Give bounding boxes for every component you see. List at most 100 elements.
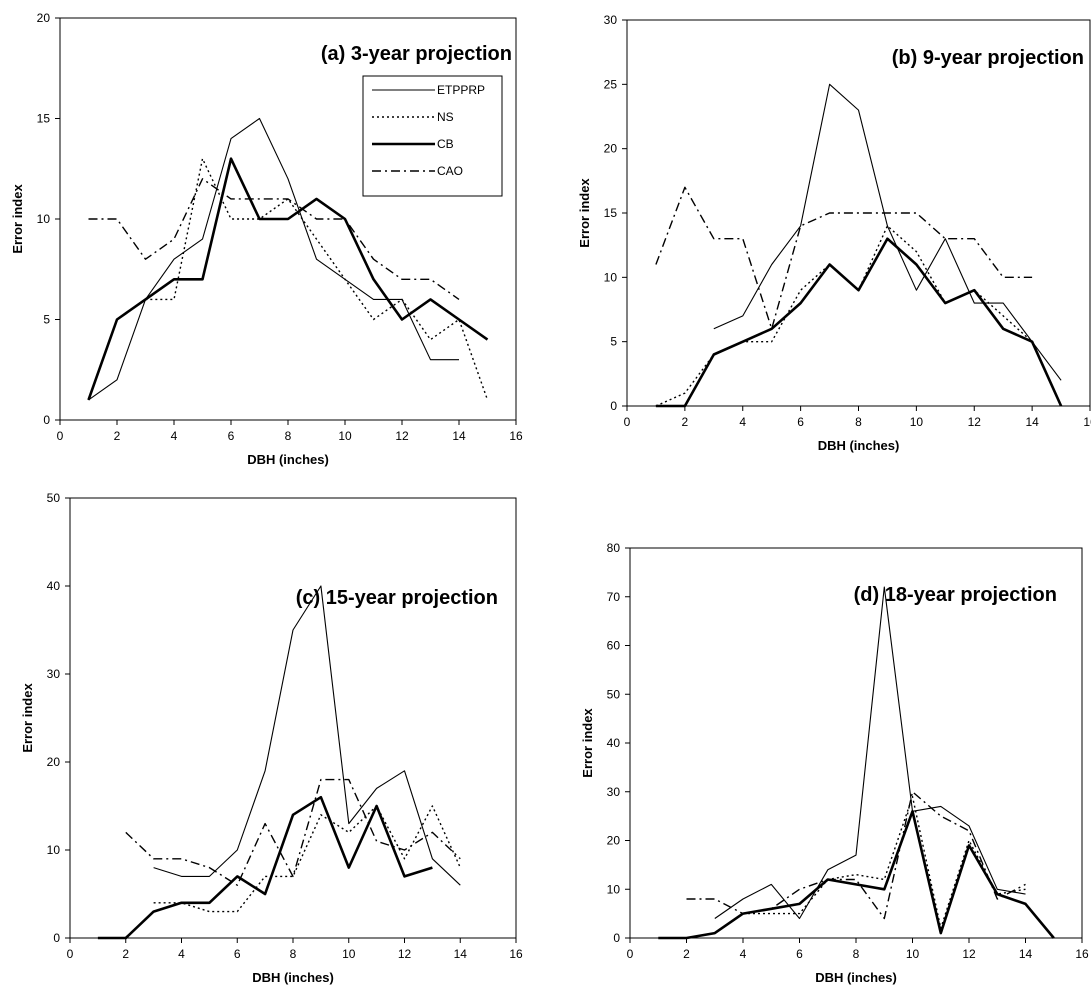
y-axis-label: Error index (10, 184, 25, 254)
legend: ETPPRP NS CB CAO (362, 75, 503, 197)
x-tick-label: 14 (1025, 415, 1039, 429)
y-tick-label: 20 (604, 142, 618, 156)
x-tick-label: 14 (454, 947, 468, 961)
y-tick-label: 20 (607, 834, 621, 848)
chart-panel-3: 0 2 4 6 8 10 12 14 16 0 10 20 30 40 50 DBH (inches) Erro… (20, 491, 523, 985)
chart-panel-4: 0 2 4 6 8 10 12 14 16 0 10 20 30 40 50 60 70 80 DBH (inche… (580, 541, 1089, 985)
series-line-etpprp (713, 83, 1062, 381)
y-tick-label: 70 (607, 590, 621, 604)
y-tick-label: 10 (47, 843, 61, 857)
y-tick-label: 15 (37, 112, 51, 126)
y-tick-label: 60 (607, 639, 621, 653)
series-line-ns (153, 805, 461, 913)
x-axis-label: DBH (inches) (818, 438, 900, 453)
y-tick-label: 80 (607, 541, 621, 555)
y-tick-label: 0 (53, 931, 60, 945)
series-line-etpprp (714, 586, 1026, 920)
y-tick-label: 30 (47, 667, 61, 681)
series-line-cao (88, 178, 460, 300)
plot-area-frame (629, 547, 1083, 939)
x-tick-label: 10 (342, 947, 356, 961)
x-tick-label: 0 (624, 415, 631, 429)
x-tick-label: 4 (739, 415, 746, 429)
x-axis-label: DBH (inches) (815, 970, 897, 985)
x-axis-label: DBH (inches) (247, 452, 329, 467)
x-tick-label: 4 (178, 947, 185, 961)
y-tick-label: 20 (37, 11, 51, 25)
series-line-ns (655, 225, 1062, 407)
legend-label-cao: CAO (437, 164, 463, 178)
x-tick-label: 14 (452, 429, 466, 443)
y-tick-label: 15 (604, 206, 618, 220)
series-line-cb (87, 157, 489, 401)
x-tick-label: 4 (740, 947, 747, 961)
legend-label-cb: CB (437, 137, 454, 151)
panel-title: (a) 3-year projection (321, 43, 512, 65)
plot-area-frame (69, 497, 517, 939)
y-tick-label: 10 (604, 270, 618, 284)
y-axis-label: Error index (20, 683, 35, 753)
x-axis-label: DBH (inches) (252, 970, 334, 985)
y-tick-label: 0 (613, 931, 620, 945)
legend-box (362, 75, 503, 197)
y-tick-label: 20 (47, 755, 61, 769)
x-tick-label: 16 (1075, 947, 1089, 961)
x-tick-label: 12 (962, 947, 976, 961)
x-tick-label: 16 (509, 947, 523, 961)
y-tick-label: 40 (47, 579, 61, 593)
legend-label-ns: NS (437, 110, 454, 124)
y-tick-label: 30 (604, 13, 618, 27)
x-tick-label: 12 (968, 415, 982, 429)
series-line-cao (655, 186, 1033, 330)
x-tick-label: 2 (114, 429, 121, 443)
series-line-cb (658, 809, 1055, 940)
x-tick-label: 0 (57, 429, 64, 443)
y-tick-label: 5 (610, 335, 617, 349)
x-tick-label: 8 (855, 415, 862, 429)
y-tick-label: 50 (607, 687, 621, 701)
series-line-etpprp (88, 117, 459, 401)
x-tick-label: 6 (234, 947, 241, 961)
x-tick-label: 6 (228, 429, 235, 443)
chart-panel-2: 0 2 4 6 8 10 12 14 16 0 5 10 15 20 25 30 DBH (inches) Err… (577, 13, 1091, 453)
x-tick-label: 12 (395, 429, 409, 443)
x-tick-label: 10 (338, 429, 352, 443)
x-tick-label: 2 (683, 947, 690, 961)
x-tick-label: 0 (67, 947, 74, 961)
y-axis-label: Error index (580, 708, 595, 778)
y-tick-label: 30 (607, 785, 621, 799)
x-tick-label: 8 (290, 947, 297, 961)
series-line-cao (125, 778, 461, 886)
series-line-cao (686, 791, 1026, 920)
y-tick-label: 10 (607, 882, 621, 896)
y-tick-label: 0 (610, 399, 617, 413)
series-line-etpprp (153, 585, 461, 886)
x-tick-label: 4 (171, 429, 178, 443)
x-tick-label: 14 (1019, 947, 1033, 961)
chart-panel-1: 0 2 4 6 8 10 12 14 16 0 5 10 15 20 DBH (inches) Error i… (10, 11, 523, 467)
x-tick-label: 2 (122, 947, 129, 961)
series-line-cb (97, 795, 433, 940)
panel-title: (b) 9-year projection (892, 47, 1084, 69)
x-tick-label: 2 (682, 415, 689, 429)
y-axis-label: Error index (577, 178, 592, 248)
x-tick-label: 10 (906, 947, 920, 961)
y-tick-label: 10 (37, 212, 51, 226)
series-line-cb (655, 237, 1063, 408)
x-tick-label: 8 (853, 947, 860, 961)
x-tick-label: 0 (627, 947, 634, 961)
x-tick-label: 10 (910, 415, 924, 429)
panel-title: (d) 18-year projection (854, 584, 1057, 606)
series-line-ns (743, 795, 1026, 929)
x-tick-label: 16 (1083, 415, 1091, 429)
y-tick-label: 40 (607, 736, 621, 750)
x-tick-label: 8 (285, 429, 292, 443)
y-tick-label: 25 (604, 77, 618, 91)
y-tick-label: 0 (43, 413, 50, 427)
panel-title: (c) 15-year projection (296, 587, 498, 609)
y-tick-label: 50 (47, 491, 61, 505)
x-tick-label: 12 (398, 947, 412, 961)
x-tick-label: 16 (509, 429, 523, 443)
x-tick-label: 6 (797, 415, 804, 429)
